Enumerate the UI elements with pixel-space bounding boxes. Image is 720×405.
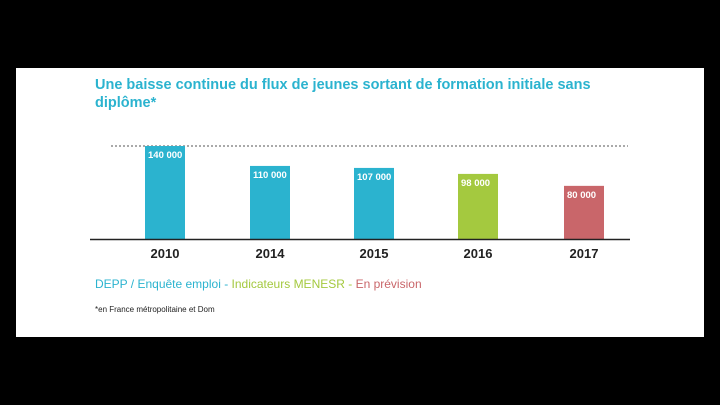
bar-value-label: 98 000 [461,178,490,189]
bar-2015 [354,167,394,239]
bar-value-label: 110 000 [253,170,287,181]
bar-value-label: 140 000 [148,150,182,161]
x-tick-label: 2010 [151,246,180,261]
chart-panel: Une baisse continue du flux de jeunes so… [16,68,704,337]
legend-item-menesr: Indicateurs MENESR [231,277,345,291]
x-tick-label: 2014 [256,246,286,261]
bar-chart: 140 000 2010 110 000 2014 107 000 2015 98 000 2… [90,145,630,261]
legend-separator: - [220,277,232,291]
bar-2014 [250,165,290,239]
legend-item-prevision: En prévision [355,277,422,291]
x-tick-label: 2015 [360,246,389,261]
legend-item-depp: DEPP / Enquête emploi [95,277,221,291]
chart-title: Une baisse continue du flux de jeunes so… [95,77,591,111]
x-tick-label: 2016 [464,246,493,261]
x-tick-label: 2017 [570,246,599,261]
bar-2010 [145,146,185,239]
bar-value-label: 80 000 [567,190,596,201]
legend: DEPP / Enquête emploi - Indicateurs MENE… [95,277,422,291]
bar-2016 [458,173,498,239]
bar-2017 [564,185,604,239]
legend-separator: - [344,277,356,291]
bar-value-label: 107 000 [357,172,391,183]
footnote: *en France métropolitaine et Dom [95,305,215,314]
